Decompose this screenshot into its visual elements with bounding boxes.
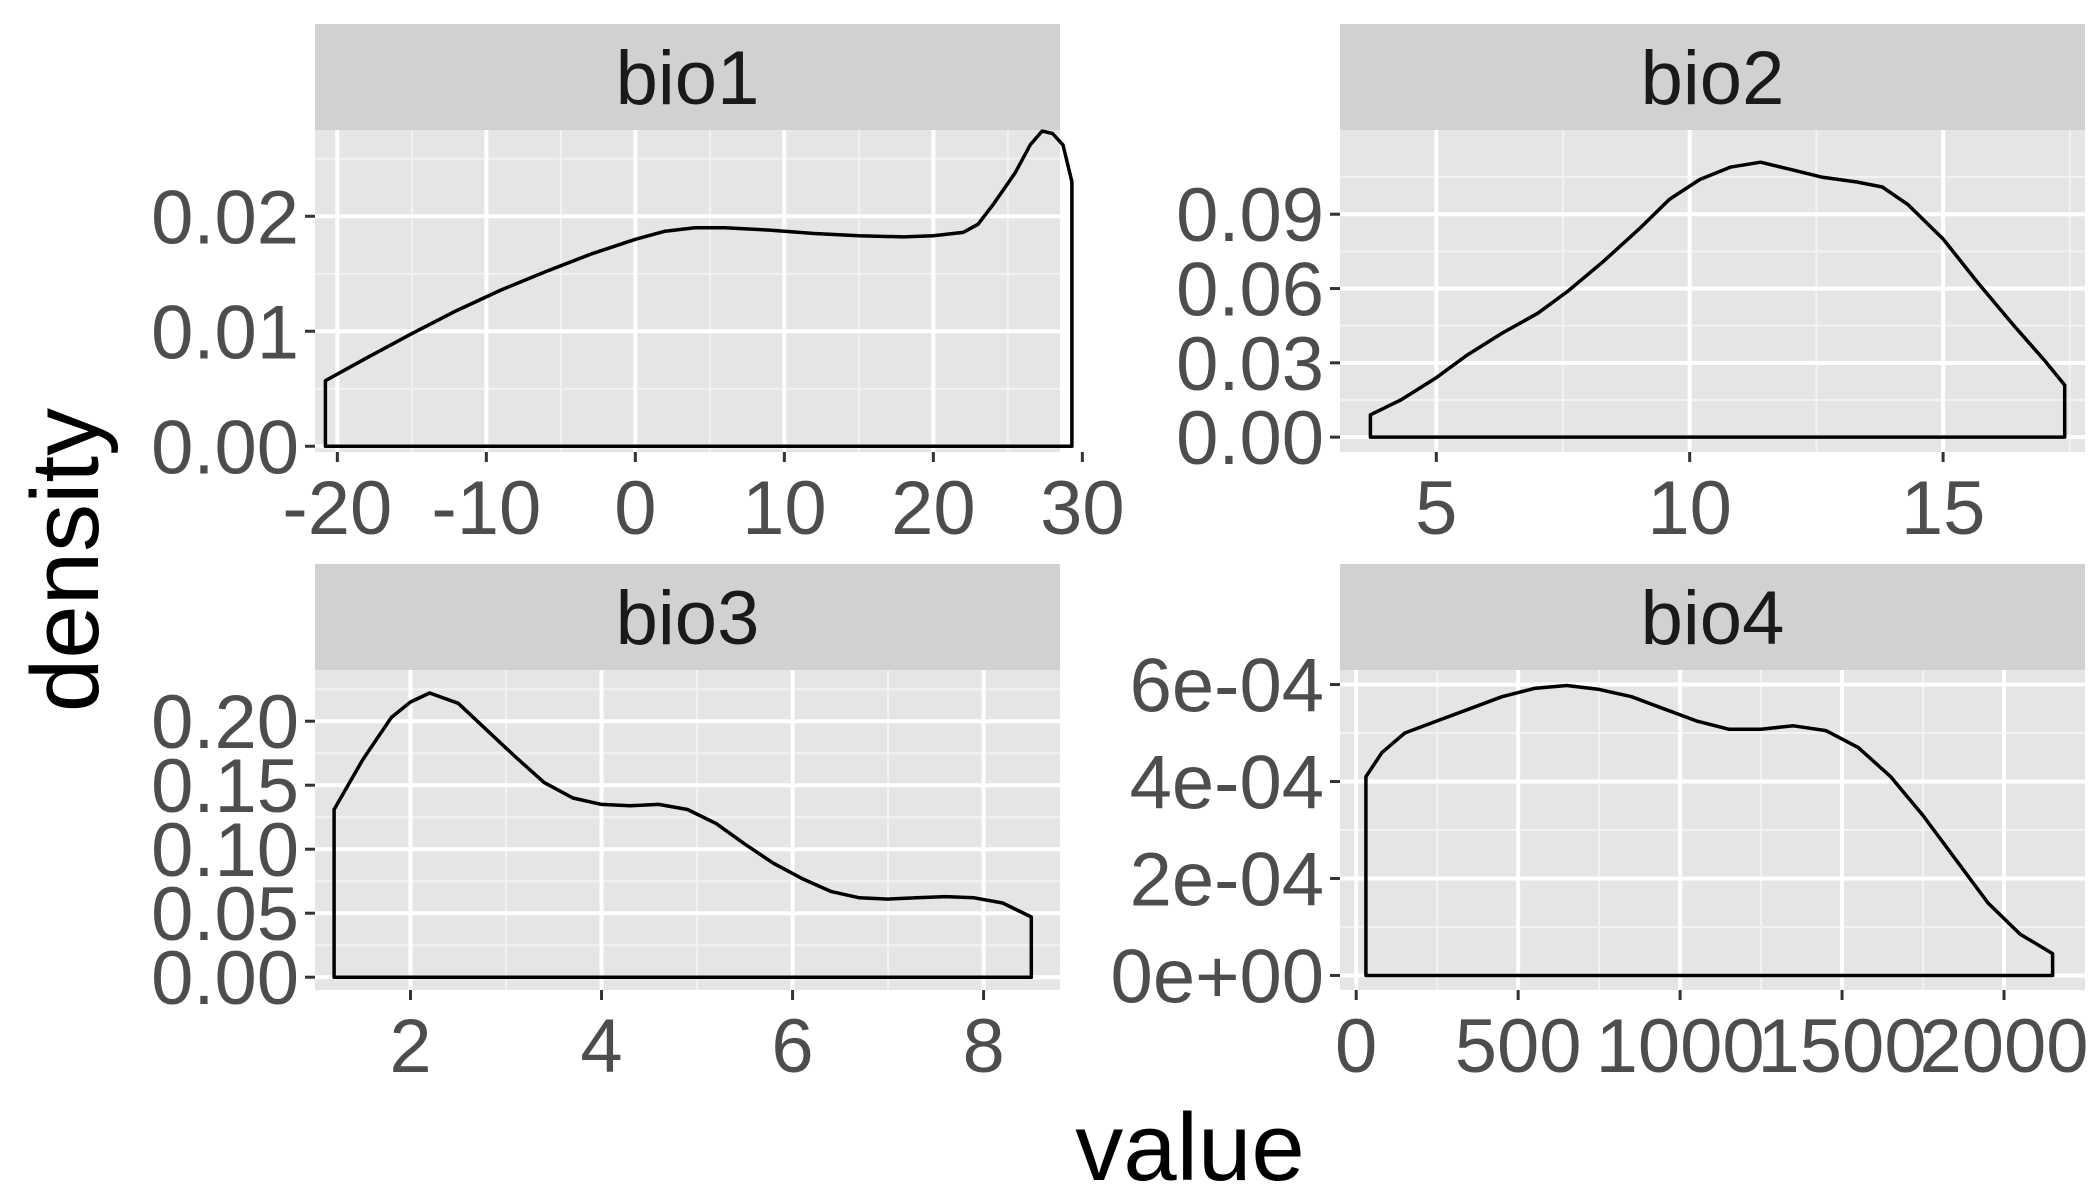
y-tick-label: 0.05: [151, 872, 299, 957]
y-tick-label: 6e-04: [1130, 644, 1324, 729]
facet-strip: [1340, 24, 2085, 130]
facet-strip: [315, 564, 1060, 670]
x-tick-label: 1500: [1758, 1004, 1927, 1089]
x-tick-label: 2: [389, 1004, 431, 1089]
panel-background: [1340, 130, 2085, 452]
y-tick-label: 0.06: [1176, 248, 1324, 333]
y-tick-label: 0.00: [151, 936, 299, 1021]
x-tick-label: -20: [282, 466, 392, 551]
y-tick-label: 0.01: [151, 290, 299, 375]
facet-strip-label: bio4: [1641, 576, 1785, 661]
x-tick-label: 15: [1901, 466, 1986, 551]
x-tick-label: 2000: [1919, 1004, 2088, 1089]
x-tick-label: 4: [580, 1004, 622, 1089]
x-tick-label: 0: [1335, 1004, 1377, 1089]
x-tick-label: 20: [891, 466, 976, 551]
x-tick-label: 1000: [1596, 1004, 1765, 1089]
y-tick-label: 0.20: [151, 680, 299, 765]
x-tick-label: 5: [1415, 466, 1457, 551]
x-tick-label: -10: [431, 466, 541, 551]
y-tick-label: 0.00: [1176, 396, 1324, 481]
density-curve: [332, 691, 1034, 979]
facet-panel-bio2: bio2 5 10 15 0.000.030.060.09: [1176, 24, 2085, 551]
y-tick-label: 0.15: [151, 744, 299, 829]
panel-background: [315, 130, 1060, 452]
facet-panel-bio1: bio1 -20 -10 0 10 20 30 0.00 0.01 0.02: [151, 24, 1125, 551]
facet-strip: [315, 24, 1060, 130]
y-tick-label: 2e-04: [1130, 837, 1324, 922]
y-tick-label: 0e+00: [1111, 934, 1324, 1019]
y-tick-label: 0.10: [151, 808, 299, 893]
facet-strip-label: bio3: [616, 576, 760, 661]
facet-panel-bio3: bio3 2 4 6 8 0.000.050.100.150.20: [151, 564, 1060, 1089]
y-tick-label: 0.03: [1176, 322, 1324, 407]
x-tick-label: 500: [1455, 1004, 1582, 1089]
panel-background: [315, 670, 1060, 990]
y-tick-label: 0.00: [151, 405, 299, 490]
x-tick-label: 8: [962, 1004, 1004, 1089]
density-curve: [1364, 683, 2055, 978]
density-curve: [323, 129, 1074, 449]
x-tick-label: 10: [742, 466, 827, 551]
y-tick-label: 0.09: [1176, 173, 1324, 258]
x-tick-label: 0: [614, 466, 656, 551]
density-curve: [1368, 160, 2067, 439]
x-tick-label: 6: [771, 1004, 813, 1089]
x-axis-title: value: [1075, 1094, 1305, 1200]
x-tick-label: 30: [1040, 466, 1125, 551]
x-tick-label: 10: [1647, 466, 1732, 551]
facet-strip-label: bio1: [616, 36, 760, 121]
facet-strip-label: bio2: [1641, 36, 1785, 121]
y-tick-label: 0.02: [151, 175, 299, 260]
y-axis-title: density: [12, 408, 119, 712]
y-tick-label: 4e-04: [1130, 741, 1324, 826]
facet-strip: [1340, 564, 2085, 670]
